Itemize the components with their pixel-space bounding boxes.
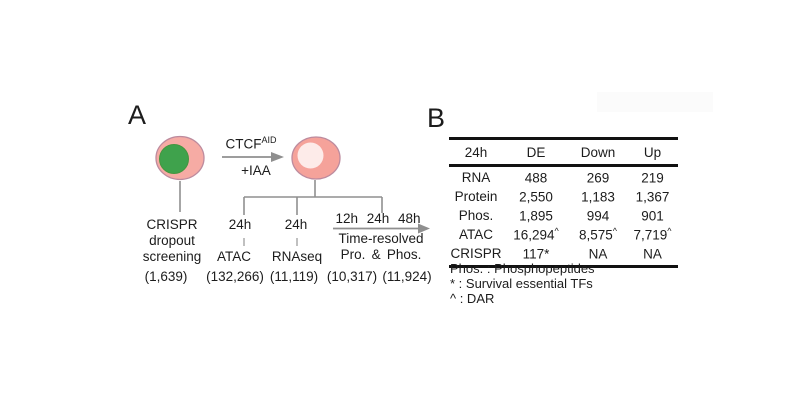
cell-de-value: 2,550: [519, 189, 553, 205]
cell-up-value: 901: [641, 208, 664, 224]
atac-time-label: 24h: [228, 217, 252, 232]
rnaseq-time-label: 24h: [284, 217, 308, 232]
rnaseq-label: RNAseq: [271, 249, 323, 264]
cell-down-value: 8,575: [578, 227, 613, 243]
cell-down: 8,575^: [569, 226, 627, 243]
timecourse-phos-count: (11,924): [382, 269, 432, 284]
crispr-branch-label: CRISPR dropout screening: [143, 217, 202, 265]
rnaseq-count: (11,119): [269, 269, 319, 284]
timecourse-line2: Pro. & Phos.: [340, 247, 422, 262]
row-label: CRISPR: [450, 246, 502, 261]
footnote-caret: ^ : DAR: [450, 291, 495, 307]
iaa-label: +IAA: [241, 163, 271, 178]
cell-down: 1,183: [569, 188, 627, 205]
cell-down: 269: [569, 169, 627, 186]
header-24h: 24h: [464, 144, 488, 160]
table-header-row: 24h DE Down Up: [449, 137, 678, 167]
cell-up-sup: ^: [667, 226, 672, 237]
timecourse-pro-count: (10,317): [326, 269, 378, 284]
cell-de-sup: ^: [554, 226, 559, 237]
row-label: ATAC: [458, 227, 493, 242]
footnote-phos: Phos. : Phosphopeptides: [450, 261, 595, 276]
cell-up: 1,367: [627, 188, 678, 205]
faint-watermark-block: [597, 92, 713, 112]
header-de: DE: [526, 144, 546, 160]
cell-down: 994: [569, 207, 627, 224]
footnote-asterisk: * : Survival essential TFs: [450, 276, 593, 292]
crispr-line2: dropout: [149, 233, 195, 248]
table-row-atac: ATAC 16,294^ 8,575^ 7,719^: [449, 225, 678, 244]
cell-de: 2,550: [503, 188, 569, 205]
cell-down-value: 994: [586, 208, 610, 224]
cell-de-value: 16,294: [513, 227, 555, 243]
panel-a-label: A: [128, 100, 147, 130]
ctcf-aid-label: CTCFAID: [225, 132, 276, 153]
cell-up-value: 7,719: [633, 227, 668, 243]
crispr-line1: CRISPR: [146, 217, 198, 232]
table-footnotes: Phos. : Phosphopeptides * : Survival ess…: [450, 261, 595, 307]
cell-de: 488: [503, 169, 569, 186]
table-row-protein: Protein 2,550 1,183 1,367: [449, 187, 678, 206]
timecourse-arrow-head-icon: [418, 223, 430, 234]
row-label: RNA: [461, 170, 491, 185]
cell-up: 7,719^: [627, 226, 678, 243]
table-body: RNA 488 269 219 Protein 2,550 1,183 1,36…: [449, 167, 678, 268]
cell-up-value: 219: [641, 170, 664, 186]
timecourse-line1: Time-resolved: [338, 231, 424, 246]
atac-count: (132,266): [206, 269, 264, 284]
treatment-arrow-head-icon: [271, 152, 284, 162]
row-label: Phos.: [458, 208, 494, 223]
cell-de: 16,294^: [503, 226, 569, 243]
cell-de: 117*: [503, 245, 569, 262]
cell-up: NA: [627, 245, 678, 262]
table-row-rna: RNA 488 269 219: [449, 168, 678, 187]
cell-de-value: 1,895: [519, 208, 553, 224]
cell-down-value: NA: [588, 246, 608, 262]
ctcf-base-text: CTCF: [225, 136, 262, 152]
cell-up-value: 1,367: [635, 189, 670, 205]
cell-de-value: 117*: [522, 246, 550, 262]
cell-de-value: 488: [524, 170, 548, 186]
ctcf-aid-superscript: AID: [261, 135, 277, 145]
cell-down: NA: [569, 245, 627, 262]
panel-b-label: B: [427, 103, 446, 133]
cell-up: 901: [627, 207, 678, 224]
cell-up-value: NA: [643, 246, 662, 262]
atac-label: ATAC: [216, 249, 252, 264]
cell-down-sup: ^: [612, 226, 618, 237]
cell-de: 1,895: [503, 207, 569, 224]
header-up: Up: [643, 144, 662, 160]
row-label: Protein: [454, 189, 498, 204]
cell-up: 219: [627, 169, 678, 186]
timecourse-times-label: 12h 24h 48h: [335, 211, 421, 226]
cell-down-value: 1,183: [581, 189, 615, 205]
depleted-nucleus-icon: [297, 142, 324, 169]
table-row-phos: Phos. 1,895 994 901: [449, 206, 678, 225]
crispr-count: (1,639): [144, 269, 188, 284]
crispr-line3: screening: [142, 249, 202, 264]
results-table: 24h DE Down Up RNA 488 269 219 Protein 2…: [449, 137, 678, 268]
green-nucleus-icon: [159, 144, 189, 174]
table-row-crispr: CRISPR 117* NA NA: [449, 244, 678, 263]
header-down: Down: [580, 144, 616, 160]
cell-down-value: 269: [586, 170, 610, 186]
